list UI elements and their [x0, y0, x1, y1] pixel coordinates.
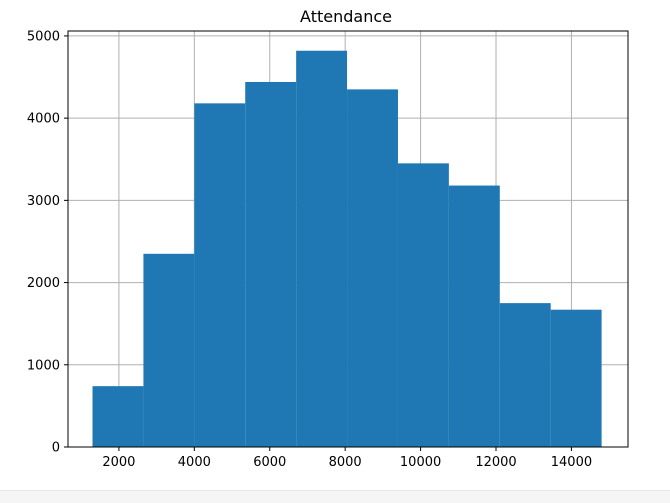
histogram-bar [296, 50, 348, 447]
histogram-bar [143, 253, 195, 447]
x-tick-label: 8000 [329, 455, 362, 470]
y-tick-label: 4000 [27, 112, 60, 127]
histogram-bar [92, 386, 144, 447]
x-tick-label: 12000 [475, 455, 516, 470]
y-tick-label: 0 [52, 441, 60, 456]
x-tick-label: 14000 [551, 455, 592, 470]
y-tick-label: 3000 [27, 194, 60, 209]
histogram-bar [245, 81, 297, 448]
chart-title: Attendance [300, 7, 392, 26]
axis-ticks: 2000 4000 6000 8000 10000 12000 14000 0 1000 2000… [27, 29, 592, 470]
x-tick-label: 6000 [253, 455, 286, 470]
plot-frame [67, 30, 629, 448]
histogram-bar [194, 103, 246, 447]
y-tick-label: 1000 [27, 358, 60, 373]
histogram-bar [448, 185, 500, 447]
bottom-strip [0, 490, 670, 503]
x-tick-label: 4000 [178, 455, 211, 470]
x-tick-label: 10000 [400, 455, 441, 470]
histogram-bar [347, 89, 398, 447]
y-tick-label: 2000 [27, 276, 60, 291]
y-tick-label: 5000 [27, 29, 60, 44]
histogram-bar [499, 303, 551, 447]
histogram-bar [550, 309, 602, 447]
histogram-bar [397, 163, 449, 447]
x-tick-label: 2000 [102, 455, 135, 470]
histogram-bars [92, 50, 602, 448]
